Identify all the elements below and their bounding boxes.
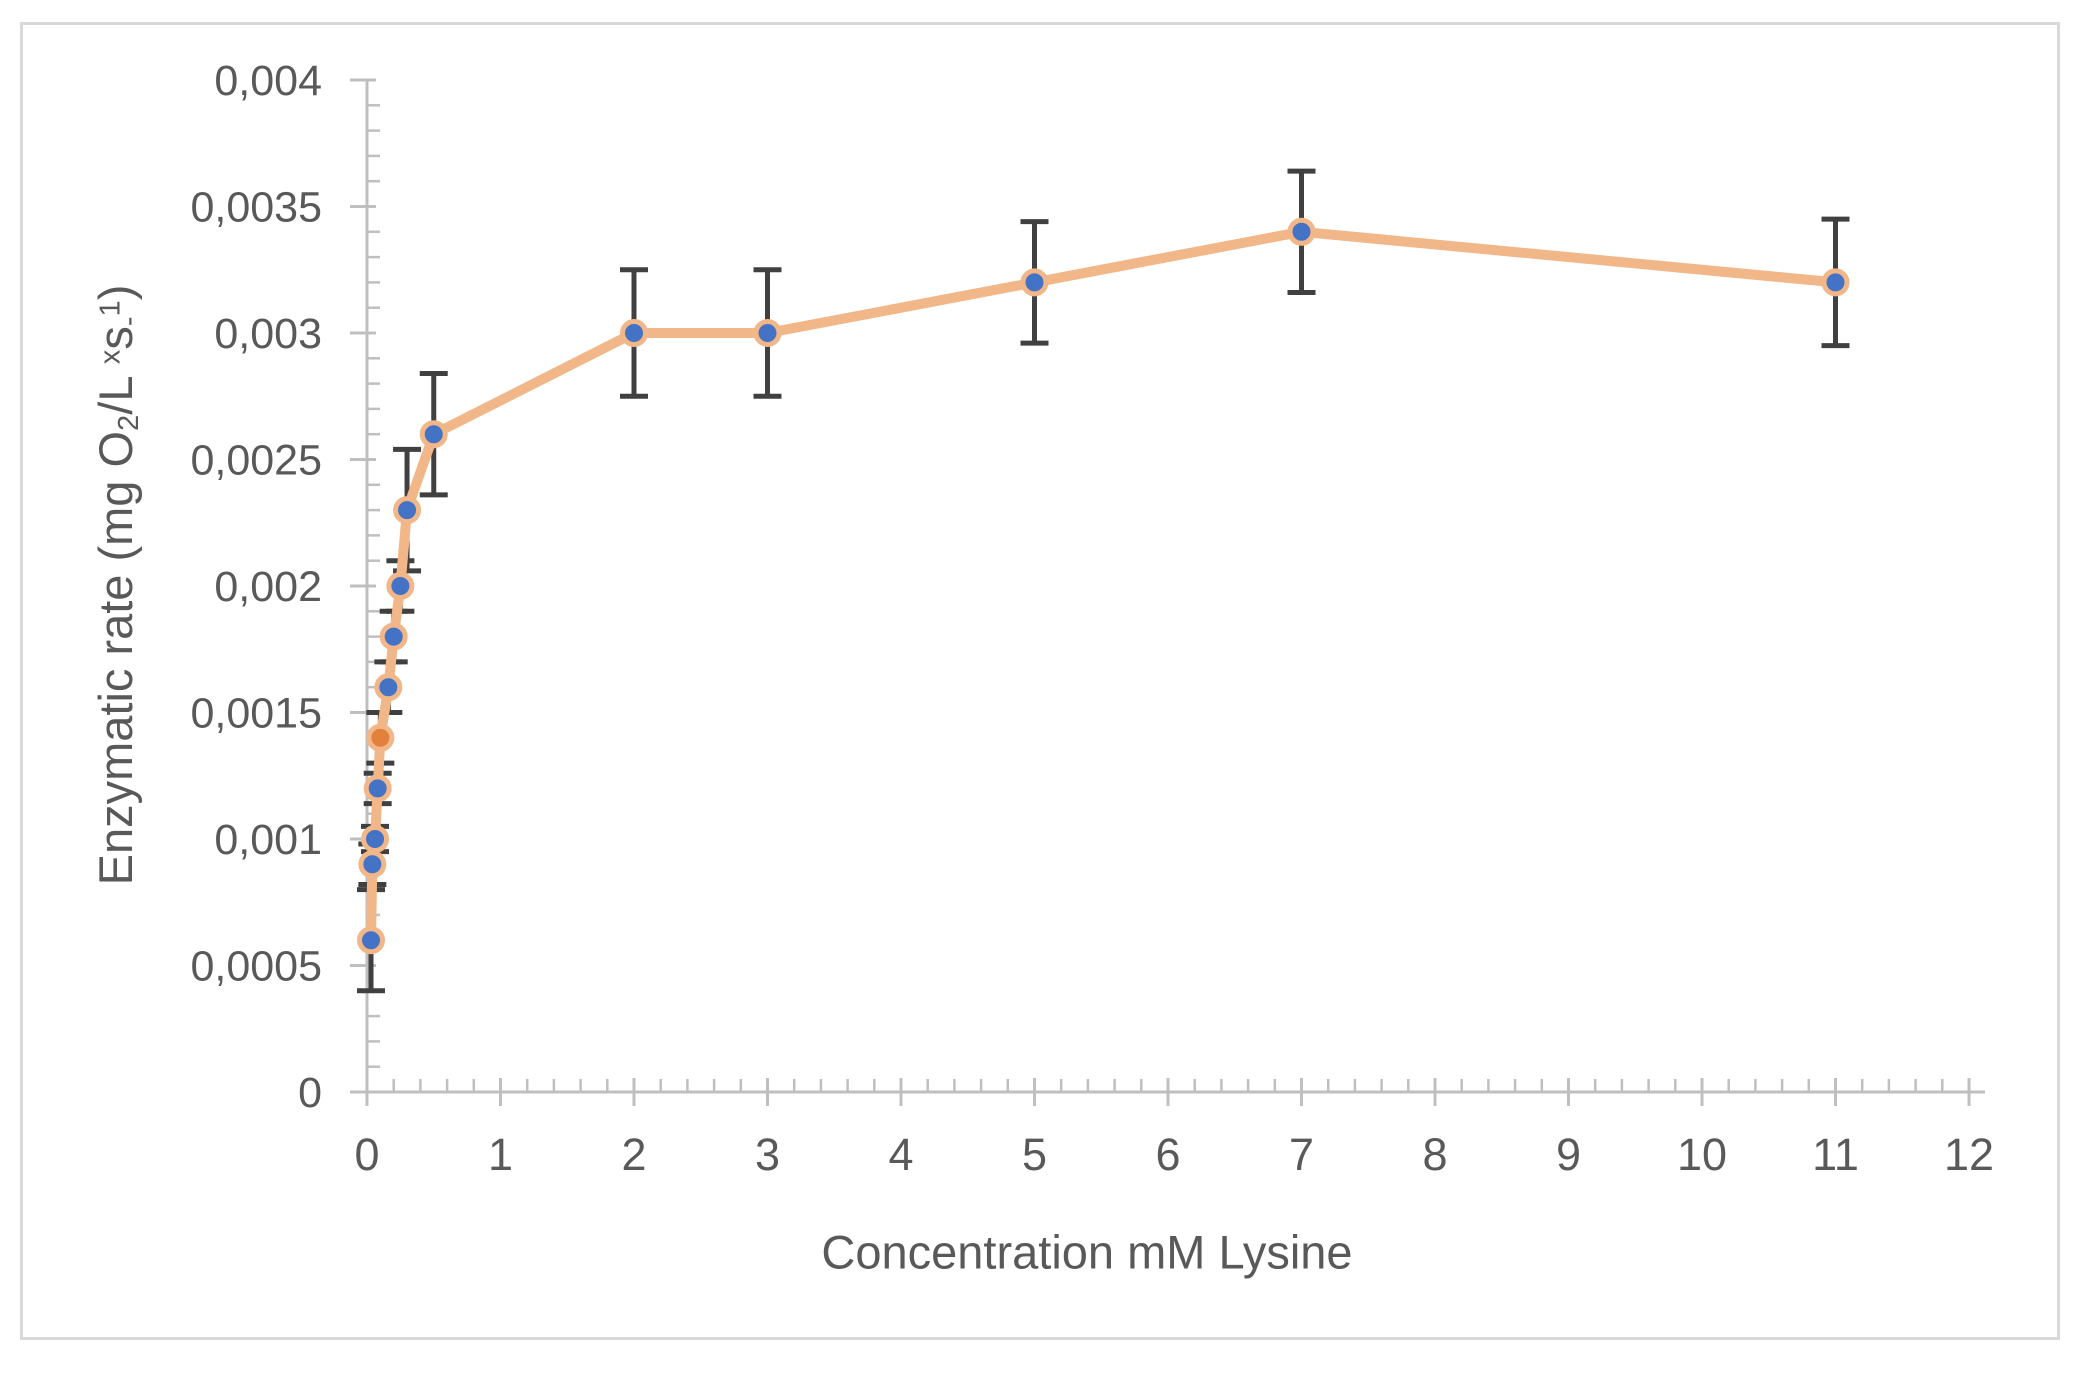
y-axis-title-part: s: [89, 326, 143, 350]
y-tick-label: 0,0035: [190, 184, 322, 232]
x-axis-title: Concentration mM Lysine: [821, 1225, 1353, 1279]
x-tick-label: 11: [1812, 1129, 1859, 1180]
y-axis-title-part: /L: [89, 364, 143, 415]
series-line: [366, 226, 1841, 946]
x-tick-label: 7: [1289, 1129, 1314, 1180]
y-tick-label: 0,004: [214, 57, 322, 105]
y-axis-title-part: Enzymatic rate (mg O: [89, 430, 143, 886]
y-tick-label: 0: [298, 1069, 322, 1117]
x-tick-label: 3: [755, 1129, 780, 1180]
y-axis-title-part: 1: [94, 300, 127, 317]
data-point-marker[interactable]: [379, 622, 408, 651]
data-point-marker[interactable]: [393, 496, 422, 525]
data-point-marker[interactable]: [1020, 268, 1049, 297]
y-axis-title-part: ): [89, 284, 143, 301]
data-point-marker[interactable]: [620, 319, 648, 347]
y-tick-label: 0,0005: [190, 943, 322, 991]
x-tick-label: 9: [1556, 1129, 1581, 1180]
y-axis-title-part: x: [94, 349, 127, 365]
data-point-marker[interactable]: [753, 319, 782, 347]
chart-frame: [20, 22, 2060, 1340]
data-point-marker[interactable]: [1821, 268, 1850, 297]
x-tick-label: 0: [354, 1129, 379, 1180]
y-axis-title-part: 2: [112, 414, 145, 431]
data-point-marker[interactable]: [1287, 217, 1316, 246]
y-tick-label: 0,0015: [190, 690, 322, 738]
data-point-marker[interactable]: [358, 850, 387, 879]
y-tick-label: 0,002: [214, 563, 322, 611]
y-tick-label: 0,001: [214, 816, 322, 864]
x-tick-label: 10: [1677, 1129, 1727, 1180]
x-tick-label: 4: [888, 1129, 913, 1180]
data-point-marker[interactable]: [419, 420, 448, 449]
data-point-marker[interactable]: [361, 825, 390, 853]
data-point-marker-highlight[interactable]: [366, 723, 395, 752]
y-tick-label: 0,0025: [190, 437, 322, 485]
x-tick-label: 5: [1022, 1129, 1047, 1180]
data-point-marker[interactable]: [386, 572, 415, 600]
data-point-marker[interactable]: [363, 774, 392, 803]
x-tick-label: 6: [1155, 1129, 1180, 1180]
y-axis-title-part: -: [112, 316, 145, 327]
y-tick-label: 0,003: [214, 310, 322, 358]
data-point-marker[interactable]: [357, 926, 386, 955]
x-tick-label: 8: [1422, 1129, 1447, 1180]
x-tick-label: 2: [621, 1129, 646, 1180]
y-axis-title: Enzymatic rate (mg O2/L xs-1): [88, 285, 146, 886]
data-point-marker[interactable]: [374, 673, 403, 702]
x-tick-label: 1: [488, 1129, 513, 1180]
x-tick-label: 12: [1944, 1129, 1994, 1180]
